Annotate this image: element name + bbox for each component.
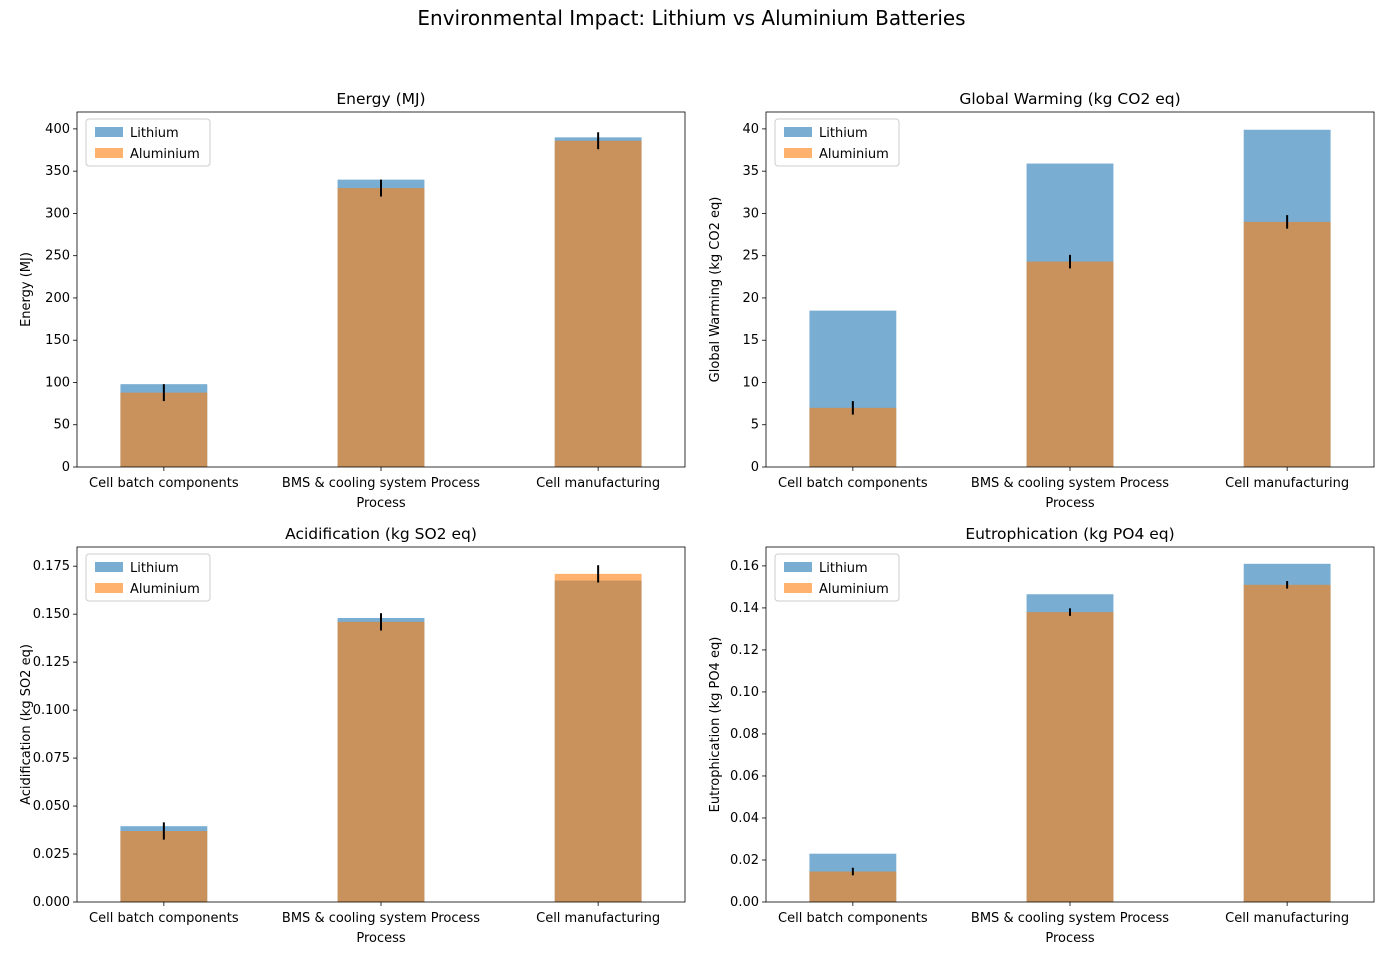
legend: Lithium Aluminium	[774, 118, 900, 167]
y-tick-label: 35	[742, 164, 759, 179]
legend-label-aluminium: Aluminium	[130, 582, 200, 597]
y-tick-label: 0.06	[730, 769, 759, 784]
legend: Lithium Aluminium	[85, 553, 211, 602]
y-tick-label: 0.175	[33, 559, 70, 574]
x-tick-label: Cell manufacturing	[536, 476, 660, 491]
legend-label-lithium: Lithium	[130, 561, 179, 576]
subplot-title: Energy (MJ)	[336, 90, 425, 108]
y-tick-label: 0.000	[33, 895, 70, 910]
legend-swatch-aluminium	[784, 148, 812, 158]
panel-eutrophication: 0.00 0.02 0.04 0.06 0.08 0.10 0.12 0.14 0.16 Cell…	[708, 525, 1375, 946]
y-tick-label: 0.150	[33, 607, 70, 622]
legend-swatch-lithium	[784, 127, 812, 137]
x-tick-label: BMS & cooling system Process	[282, 911, 480, 926]
panel-global-warming: 0 5 10 15 20 25 30 35 40 Cell batch components BMS…	[708, 90, 1375, 511]
y-axis-label: Global Warming (kg CO2 eq)	[708, 197, 723, 383]
y-tick-label: 0.10	[730, 685, 759, 700]
bar-aluminium-2	[554, 140, 642, 467]
x-axis-label: Process	[1045, 496, 1095, 511]
legend-swatch-aluminium	[95, 148, 123, 158]
y-tick-label: 250	[45, 249, 70, 264]
x-tick-label: Cell manufacturing	[1225, 476, 1349, 491]
y-tick-label: 0.100	[33, 703, 70, 718]
subplot-title: Global Warming (kg CO2 eq)	[959, 90, 1180, 108]
x-tick-label: Cell batch components	[778, 911, 928, 926]
bar-aluminium-1	[1026, 612, 1114, 902]
y-tick-label: 0.125	[33, 655, 70, 670]
y-tick-label: 0	[751, 460, 759, 475]
y-tick-label: 0.16	[730, 559, 759, 574]
y-tick-label: 20	[742, 291, 759, 306]
y-tick-label: 25	[742, 249, 759, 264]
y-tick-label: 200	[45, 291, 70, 306]
y-axis-label: Eutrophication (kg PO4 eq)	[708, 637, 723, 813]
y-tick-label: 300	[45, 206, 70, 221]
legend: Lithium Aluminium	[774, 553, 900, 602]
y-tick-label: 40	[742, 122, 759, 137]
bar-aluminium-2	[1243, 584, 1331, 902]
y-tick-label: 0.00	[730, 895, 759, 910]
y-tick-label: 0.025	[33, 847, 70, 862]
legend-swatch-lithium	[784, 562, 812, 572]
y-tick-label: 10	[742, 375, 759, 390]
x-tick-label: Cell batch components	[89, 911, 239, 926]
bar-aluminium-0	[809, 871, 897, 902]
legend-label-aluminium: Aluminium	[130, 147, 200, 162]
y-tick-label: 0	[62, 460, 70, 475]
y-tick-label: 0.075	[33, 751, 70, 766]
x-axis-label: Process	[356, 496, 406, 511]
legend-swatch-lithium	[95, 127, 123, 137]
x-tick-label: Cell manufacturing	[1225, 911, 1349, 926]
y-tick-label: 350	[45, 164, 70, 179]
bar-aluminium-2	[554, 573, 642, 902]
y-tick-label: 5	[751, 418, 759, 433]
x-axis-label: Process	[356, 931, 406, 946]
y-tick-label: 0.04	[730, 811, 759, 826]
x-tick-label: Cell manufacturing	[536, 911, 660, 926]
y-axis-label: Energy (MJ)	[19, 252, 34, 327]
bar-aluminium-0	[120, 831, 208, 902]
subplot-title: Eutrophication (kg PO4 eq)	[965, 525, 1174, 543]
legend-label-lithium: Lithium	[130, 126, 179, 141]
y-tick-label: 150	[45, 333, 70, 348]
y-tick-label: 30	[742, 206, 759, 221]
panel-energy: 0 50 100 150 200 250 300 350 400 Cell batch compo…	[19, 90, 686, 511]
y-tick-label: 15	[742, 333, 759, 348]
y-tick-label: 50	[53, 418, 70, 433]
legend-swatch-aluminium	[784, 583, 812, 593]
y-axis-label: Acidification (kg SO2 eq)	[19, 644, 34, 805]
bar-aluminium-2	[1243, 221, 1331, 467]
legend-swatch-lithium	[95, 562, 123, 572]
y-tick-label: 0.02	[730, 853, 759, 868]
x-tick-label: Cell batch components	[89, 476, 239, 491]
y-tick-label: 0.12	[730, 643, 759, 658]
legend: Lithium Aluminium	[85, 118, 211, 167]
x-tick-label: Cell batch components	[778, 476, 928, 491]
legend-label-lithium: Lithium	[819, 561, 868, 576]
legend-swatch-aluminium	[95, 583, 123, 593]
bar-aluminium-1	[337, 621, 425, 902]
y-tick-label: 400	[45, 122, 70, 137]
legend-label-lithium: Lithium	[819, 126, 868, 141]
y-tick-label: 0.14	[730, 601, 759, 616]
bar-aluminium-0	[809, 407, 897, 467]
figure-title: Environmental Impact: Lithium vs Alumini…	[417, 6, 966, 30]
bar-aluminium-1	[337, 188, 425, 468]
bar-aluminium-1	[1026, 261, 1114, 467]
y-tick-label: 100	[45, 375, 70, 390]
y-tick-label: 0.050	[33, 799, 70, 814]
legend-label-aluminium: Aluminium	[819, 582, 889, 597]
subplot-title: Acidification (kg SO2 eq)	[285, 525, 477, 543]
legend-label-aluminium: Aluminium	[819, 147, 889, 162]
x-tick-label: BMS & cooling system Process	[971, 476, 1169, 491]
y-tick-label: 0.08	[730, 727, 759, 742]
x-tick-label: BMS & cooling system Process	[282, 476, 480, 491]
panel-acidification: 0.000 0.025 0.050 0.075 0.100 0.125 0.150 0.175…	[19, 525, 686, 946]
x-axis-label: Process	[1045, 931, 1095, 946]
bar-aluminium-0	[120, 392, 208, 467]
x-tick-label: BMS & cooling system Process	[971, 911, 1169, 926]
